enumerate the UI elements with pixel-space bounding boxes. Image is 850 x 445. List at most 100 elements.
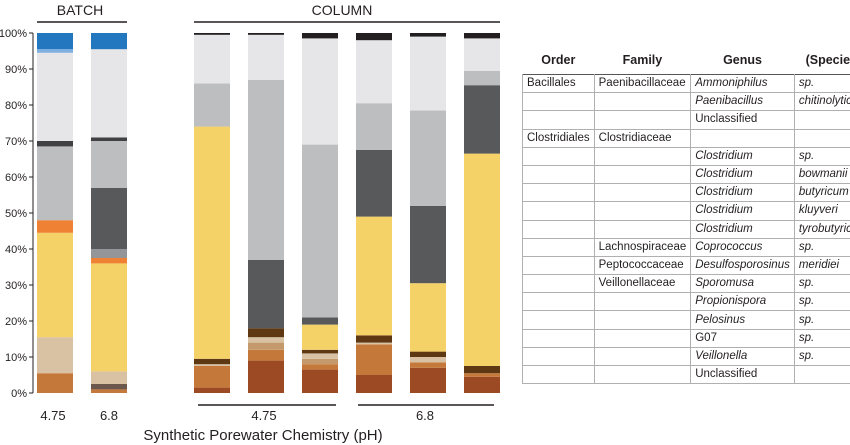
- legend-species: sp.: [793, 237, 850, 257]
- legend-header-order: Order: [541, 53, 576, 67]
- legend-order: [522, 237, 595, 257]
- legend-row: Propionispora sp.: [522, 292, 850, 312]
- bar-segment: [91, 49, 127, 138]
- legend-species: [793, 110, 850, 130]
- legend-row: Bacillales Paenibacillaceae Ammoniphilus sp…: [522, 73, 850, 94]
- legend-order: [522, 255, 595, 276]
- legend-header-species: (Species): [805, 53, 850, 67]
- y-tick-label: 80%: [5, 100, 27, 112]
- bar-segment: [91, 33, 127, 50]
- bar-segment: [194, 83, 230, 127]
- y-tick-label: 50%: [5, 208, 27, 220]
- legend-order: [522, 310, 595, 330]
- legend-species: [793, 364, 850, 385]
- legend-row: Paenibacilluschitinolyticus: [522, 92, 850, 112]
- y-tick-label: 70%: [5, 136, 27, 148]
- y-tick-label: 0%: [11, 388, 27, 400]
- legend-genus: [690, 128, 795, 148]
- legend-species: sp.: [793, 328, 850, 348]
- bar-segment: [248, 79, 284, 260]
- bar-segment: [194, 364, 230, 366]
- legend-genus: Pelosinus: [690, 310, 795, 330]
- bar-segment: [356, 33, 392, 41]
- legend-species: chitinolyticus: [793, 92, 850, 112]
- legend-row: Unclassified: [522, 110, 850, 130]
- legend-row: Lachnospiraceae Coprococcus sp.: [522, 237, 850, 257]
- bar-segment: [91, 389, 127, 393]
- x-label-column-6-8: 6.8: [416, 408, 434, 423]
- legend-row: Veillonellaceae Sporomusa sp.: [522, 274, 850, 294]
- legend-family: [593, 219, 692, 239]
- bar-segment: [410, 33, 446, 37]
- y-tick-label: 40%: [5, 244, 27, 256]
- y-tick-label: 30%: [5, 280, 27, 292]
- legend-species: butyricum: [793, 183, 850, 203]
- bar-segment: [302, 349, 338, 354]
- bar-segment: [464, 38, 500, 71]
- legend-genus: Propionispora: [690, 292, 795, 312]
- legend-species: sp.: [793, 310, 850, 330]
- legend-row: Clostridium butyricum: [522, 183, 850, 203]
- legend-species: tyrobutyricum: [793, 219, 850, 239]
- legend-order: Bacillales: [522, 73, 595, 94]
- bar-segment: [410, 36, 446, 111]
- bar-segment: [194, 387, 230, 393]
- bar-segment: [248, 342, 284, 350]
- bar-segment: [248, 259, 284, 329]
- bar-segment: [37, 373, 73, 393]
- legend-family: Veillonellaceae: [593, 274, 692, 294]
- legend-family: [593, 201, 692, 221]
- bar-segment: [37, 52, 73, 141]
- bar-segment: [248, 349, 284, 361]
- y-tick-label: 20%: [5, 316, 27, 328]
- legend-genus: Paenibacillus: [690, 92, 795, 112]
- bar-segment: [356, 342, 392, 345]
- x-label-batch-4-75: 4.75: [40, 408, 65, 423]
- legend-genus: G07: [690, 328, 795, 348]
- legend-order: [522, 146, 595, 166]
- bar-segment: [464, 33, 500, 39]
- legend-genus: Sporomusa: [690, 274, 795, 294]
- bar-segment: [302, 369, 338, 393]
- bar-segment: [248, 360, 284, 393]
- legend-order: [522, 328, 595, 348]
- legend-genus: Clostridium: [690, 164, 795, 185]
- legend-species: kluyveri: [793, 201, 850, 221]
- legend-genus: Clostridium: [690, 146, 795, 166]
- bar-segment: [302, 324, 338, 350]
- bar-segment: [410, 205, 446, 284]
- bar-segment: [91, 371, 127, 384]
- legend-row: Clostridium kluyveri: [522, 201, 850, 221]
- legend-order: [522, 110, 595, 130]
- bar-segment: [37, 49, 73, 53]
- bar-segment: [464, 153, 500, 366]
- bar-segment: [356, 150, 392, 217]
- bar-segment: [410, 351, 446, 357]
- legend-order: [522, 292, 595, 312]
- legend-species: bowmanii: [793, 164, 850, 185]
- legend-family: Paenibacillaceae: [593, 73, 692, 94]
- legend-row: Clostridiumtyrobutyricum: [522, 219, 850, 239]
- bar-segment: [464, 70, 500, 86]
- bar-segment: [410, 362, 446, 368]
- legend-family: [593, 310, 692, 330]
- group-label-batch: BATCH: [57, 2, 103, 18]
- legend-row: Clostridium bowmanii: [522, 164, 850, 185]
- bar-segment: [302, 353, 338, 359]
- bar-segment: [302, 38, 338, 145]
- legend-order: [522, 219, 595, 239]
- legend-genus: Coprococcus: [690, 237, 795, 257]
- bar-segment: [248, 34, 284, 80]
- legend-order: Clostridiales: [522, 128, 595, 148]
- legend-genus: Veillonella: [690, 346, 795, 367]
- bar-segment: [248, 337, 284, 343]
- legend-species: sp.: [793, 73, 850, 94]
- bar-segment: [37, 141, 73, 147]
- legend-genus: Clostridium: [690, 201, 795, 221]
- bar-segment: [302, 144, 338, 318]
- x-label-column-4-75: 4.75: [251, 408, 276, 423]
- legend-header-family: Family: [622, 53, 663, 67]
- bar-segment: [37, 220, 73, 233]
- legend-header-row: Order Family Genus (Species): [523, 52, 850, 75]
- legend-row: Clostridiales Clostridiaceae: [522, 128, 850, 148]
